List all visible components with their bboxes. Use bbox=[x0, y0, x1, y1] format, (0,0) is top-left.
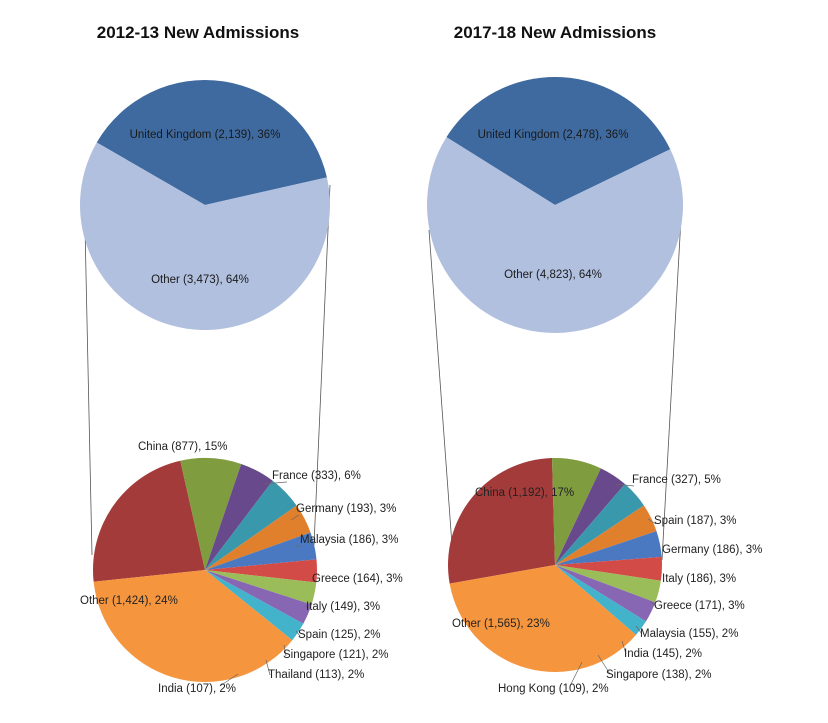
breakdown-label-india: India (107), 2% bbox=[158, 683, 236, 695]
leader-line bbox=[290, 514, 300, 521]
breakdown-slice-germany bbox=[555, 484, 644, 565]
top-slice-label-united-kingdom: United Kingdom (2,139), 36% bbox=[130, 129, 281, 141]
breakdown-label-italy: Italy (186), 3% bbox=[662, 573, 736, 585]
breakdown-label-india: India (145), 2% bbox=[624, 648, 702, 660]
breakdown-label-singapore: Singapore (138), 2% bbox=[606, 669, 711, 681]
breakdown-slice-singapore bbox=[205, 570, 317, 605]
leader-line bbox=[265, 659, 271, 676]
breakdown-slice-germany bbox=[205, 464, 273, 570]
breakdown-label-spain: Spain (125), 2% bbox=[298, 629, 380, 641]
top-slice-label-other: Other (3,473), 64% bbox=[151, 274, 249, 286]
top-slice-united-kingdom bbox=[96, 80, 327, 205]
breakdown-slice-italy bbox=[555, 505, 657, 565]
breakdown-label-thailand: Thailand (113), 2% bbox=[268, 669, 364, 681]
breakdown-slice-china bbox=[448, 458, 555, 584]
breakdown-slice-india bbox=[555, 565, 661, 603]
top-slice-other bbox=[80, 142, 331, 331]
breakdown-label-malaysia: Malaysia (186), 3% bbox=[300, 534, 398, 546]
breakdown-label-china: China (1,192), 17% bbox=[475, 487, 574, 499]
leader-line bbox=[305, 605, 309, 610]
breakdown-label-greece: Greece (171), 3% bbox=[654, 600, 745, 612]
breakdown-label-other: Other (1,424), 24% bbox=[80, 595, 178, 607]
leader-line bbox=[614, 483, 635, 487]
top-slice-other bbox=[427, 137, 684, 333]
breakdown-label-germany: Germany (186), 3% bbox=[662, 544, 762, 556]
breakdown-label-hong-kong: Hong Kong (109), 2% bbox=[498, 683, 609, 695]
breakdown-slice-india bbox=[205, 570, 304, 641]
breakdown-label-france: France (333), 6% bbox=[272, 470, 361, 482]
breakdown-slice-malaysia bbox=[555, 556, 662, 581]
leader-line bbox=[262, 481, 288, 485]
leader-line bbox=[219, 673, 239, 687]
chart-title: 2017-18 New Admissions bbox=[454, 23, 657, 42]
breakdown-label-malaysia: Malaysia (155), 2% bbox=[640, 628, 738, 640]
top-slice-label-other: Other (4,823), 64% bbox=[504, 269, 602, 281]
leader-line bbox=[312, 579, 315, 583]
top-slice-label-united-kingdom: United Kingdom (2,478), 36% bbox=[478, 129, 629, 141]
breakdown-slice-singapore bbox=[555, 565, 656, 622]
breakdown-label-germany: Germany (193), 3% bbox=[296, 503, 396, 515]
breakdown-slice-france bbox=[180, 458, 242, 570]
chart-2012-13: 2012-13 New Admissions United Kingdom (2… bbox=[80, 23, 403, 695]
leader-line bbox=[647, 518, 657, 525]
connector-line bbox=[83, 179, 93, 556]
breakdown-slice-other bbox=[449, 565, 636, 672]
breakdown-slice-greece bbox=[205, 505, 311, 570]
breakdown-label-italy: Italy (149), 3% bbox=[306, 601, 380, 613]
leader-line bbox=[283, 644, 287, 657]
top-slice-united-kingdom bbox=[446, 76, 671, 205]
breakdown-slice-france bbox=[552, 457, 601, 565]
leader-line bbox=[295, 630, 301, 637]
breakdown-slice-thailand bbox=[205, 570, 312, 624]
connector-line bbox=[661, 199, 683, 561]
breakdown-label-spain: Spain (187), 3% bbox=[654, 515, 736, 527]
connector-line bbox=[313, 184, 331, 546]
breakdown-slice-greece bbox=[555, 531, 662, 565]
breakdown-label-china: China (877), 15% bbox=[138, 441, 228, 453]
breakdown-label-greece: Greece (164), 3% bbox=[312, 573, 403, 585]
breakdown-label-france: France (327), 5% bbox=[632, 474, 721, 486]
leader-line bbox=[569, 661, 583, 687]
leader-line bbox=[597, 654, 611, 675]
breakdown-slice-malaysia bbox=[205, 480, 297, 570]
leader-line bbox=[621, 640, 627, 655]
chart-title: 2012-13 New Admissions bbox=[97, 23, 300, 42]
leader-line bbox=[635, 625, 643, 635]
breakdown-slice-spain bbox=[555, 468, 625, 565]
breakdown-slice-hong-kong bbox=[555, 565, 646, 635]
breakdown-label-singapore: Singapore (121), 2% bbox=[283, 649, 388, 661]
breakdown-slice-spain bbox=[205, 559, 317, 583]
breakdown-label-other: Other (1,565), 23% bbox=[452, 618, 550, 630]
breakdown-slice-other bbox=[93, 570, 293, 683]
leader-line bbox=[649, 601, 657, 607]
breakdown-slice-italy bbox=[205, 532, 317, 570]
chart-2017-18: 2017-18 New Admissions United Kingdom (2… bbox=[427, 23, 762, 695]
connector-line bbox=[428, 229, 453, 546]
breakdown-slice-china bbox=[92, 460, 205, 582]
